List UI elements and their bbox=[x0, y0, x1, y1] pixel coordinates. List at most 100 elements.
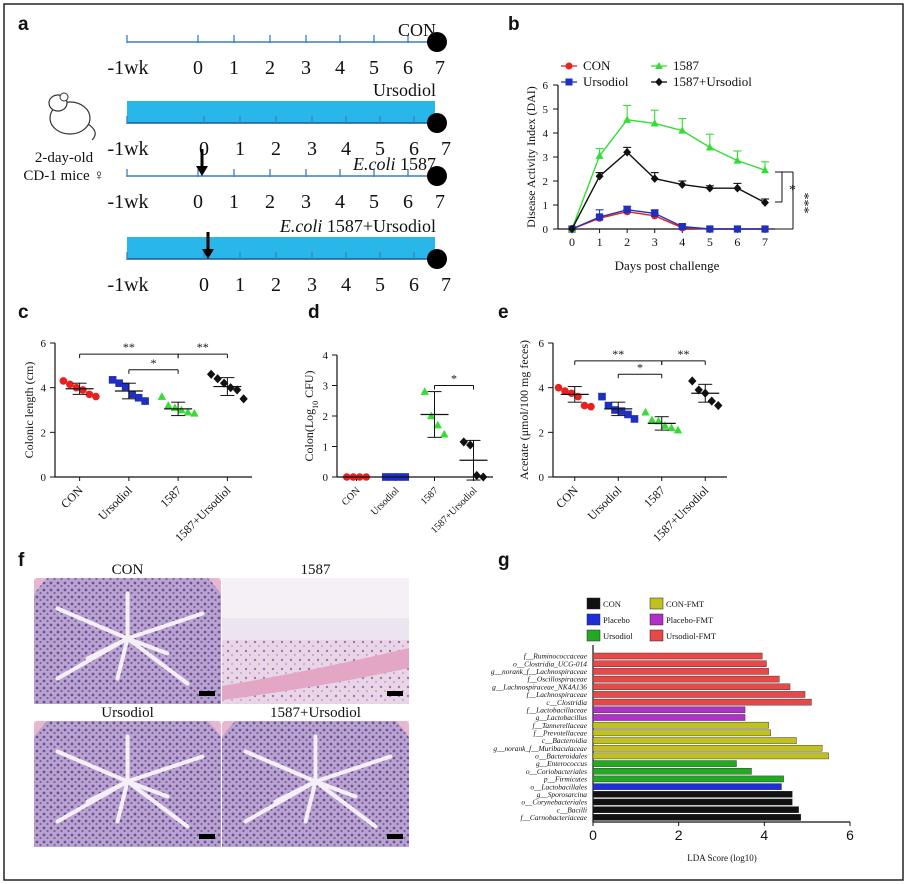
data-point bbox=[466, 440, 475, 450]
lda-category-label: o__Coriobacteriales bbox=[526, 767, 587, 776]
y-tick-label: 2 bbox=[323, 411, 329, 423]
y-tick-label: 3 bbox=[543, 152, 549, 164]
endpoint-dot bbox=[427, 249, 447, 269]
legend-label: CON bbox=[603, 599, 621, 609]
panel-letter-e: e bbox=[498, 302, 509, 323]
y-tick-label: 4 bbox=[543, 128, 549, 140]
timeline-tick-label: 6 bbox=[403, 57, 413, 79]
group-label-text: 1587 bbox=[396, 154, 437, 174]
y-axis-label-sub: 10 bbox=[311, 401, 320, 409]
y-axis-label: Colon(Log10 CFU) bbox=[302, 370, 320, 461]
data-point bbox=[707, 396, 716, 406]
data-point bbox=[611, 406, 619, 414]
data-point bbox=[561, 387, 569, 395]
legend-label: Ursodiol bbox=[583, 74, 629, 89]
timeline-tick-label: 0 bbox=[193, 191, 203, 213]
data-point bbox=[761, 166, 769, 174]
lda-category-label: o__Bacteroidales bbox=[535, 752, 587, 761]
y-tick-label: 6 bbox=[543, 80, 549, 92]
data-point bbox=[667, 423, 676, 432]
data-point bbox=[598, 392, 606, 401]
timeline-bar-3 bbox=[127, 237, 435, 259]
histology-tile-3 bbox=[222, 721, 409, 847]
tile-content bbox=[222, 721, 409, 847]
data-point bbox=[183, 407, 193, 416]
legend-swatch bbox=[586, 597, 601, 610]
y-tick-label: 6 bbox=[539, 338, 545, 350]
legend-label: CON bbox=[583, 58, 611, 73]
histology-tile-1 bbox=[222, 578, 409, 704]
data-point bbox=[617, 407, 626, 415]
y-tick-label: 1 bbox=[323, 442, 329, 454]
data-point bbox=[733, 225, 742, 233]
x-tick-label: 0 bbox=[589, 827, 597, 843]
timeline-tick-label: 5 bbox=[369, 191, 379, 213]
data-point bbox=[427, 411, 436, 420]
lda-category-label: g__Lactobacillus bbox=[536, 713, 587, 722]
legend-swatch bbox=[586, 629, 601, 642]
data-point bbox=[630, 415, 639, 423]
legend-swatch bbox=[649, 613, 664, 626]
lumen-fold bbox=[313, 754, 393, 784]
challenge-arrow-head bbox=[196, 166, 208, 176]
timeline-tick-label: 7 bbox=[441, 274, 451, 296]
endpoint-dot bbox=[427, 32, 447, 52]
timeline-tick-label: 3 bbox=[307, 274, 317, 296]
data-point bbox=[678, 126, 687, 134]
data-point bbox=[121, 382, 130, 391]
timeline-tick-label: -1wk bbox=[107, 191, 148, 213]
panel-letter-b: b bbox=[508, 14, 520, 35]
timeline-tick-label: 1 bbox=[229, 57, 239, 79]
timeline-tick-label: 7 bbox=[435, 191, 445, 213]
lda-bar bbox=[592, 683, 791, 691]
panel-letter-c: c bbox=[18, 302, 29, 323]
lumen-fold bbox=[243, 779, 318, 824]
lda-category-label: g__Lachnospiraceae_NK4A136 bbox=[492, 682, 587, 691]
data-point bbox=[733, 156, 742, 164]
sig-label: ** bbox=[197, 340, 209, 354]
data-point bbox=[733, 183, 742, 193]
data-point bbox=[650, 119, 659, 127]
data-point bbox=[651, 209, 659, 217]
lda-category-label: f__Tannerellaceae bbox=[533, 721, 588, 730]
y-tick-label: 0 bbox=[41, 472, 47, 484]
y-tick-label: 4 bbox=[323, 350, 329, 362]
data-point bbox=[141, 397, 149, 405]
data-point bbox=[420, 387, 429, 395]
lda-bar bbox=[592, 814, 801, 821]
data-point bbox=[128, 390, 136, 399]
data-point bbox=[673, 425, 683, 434]
legend-label: Ursodiol bbox=[603, 631, 633, 641]
data-point bbox=[554, 383, 563, 392]
timeline-tick-label: -1wk bbox=[107, 138, 148, 160]
x-tick-label: CON bbox=[58, 483, 86, 511]
data-point bbox=[239, 394, 248, 404]
data-point bbox=[694, 385, 703, 395]
lumen-fold bbox=[55, 779, 130, 824]
lumen-area bbox=[222, 578, 409, 618]
lumen-fold bbox=[125, 779, 190, 829]
lumen-fold bbox=[125, 754, 205, 784]
histology-tile-2 bbox=[34, 721, 221, 847]
lda-category-label: f__Ruminococcaceae bbox=[524, 652, 588, 661]
lda-bar bbox=[592, 775, 784, 783]
mouse-label-age: 2-day-old bbox=[35, 150, 94, 166]
y-axis-label-text: Colon(Log bbox=[302, 409, 316, 462]
x-tick-label: 1587 bbox=[641, 483, 668, 510]
legend-label: 1587+Ursodiol bbox=[673, 74, 752, 89]
y-axis-label-text: Acetate (μmol/100 mg feces) bbox=[517, 340, 531, 480]
lumen-fold bbox=[313, 779, 358, 799]
timeline-tick-label: 2 bbox=[271, 274, 281, 296]
data-point bbox=[595, 213, 604, 221]
lda-bar bbox=[592, 675, 780, 683]
data-point bbox=[59, 377, 68, 385]
legend-label: 1587 bbox=[673, 58, 700, 73]
timeline-tick-label: 1 bbox=[229, 191, 239, 213]
data-point bbox=[157, 392, 167, 400]
timeline-tick-label: 2 bbox=[271, 138, 281, 160]
timeline-tick-label: 2 bbox=[265, 191, 275, 213]
group-label-italic: E.coli bbox=[279, 216, 323, 236]
data-point bbox=[440, 429, 449, 438]
group-label-text: CON bbox=[398, 20, 436, 40]
